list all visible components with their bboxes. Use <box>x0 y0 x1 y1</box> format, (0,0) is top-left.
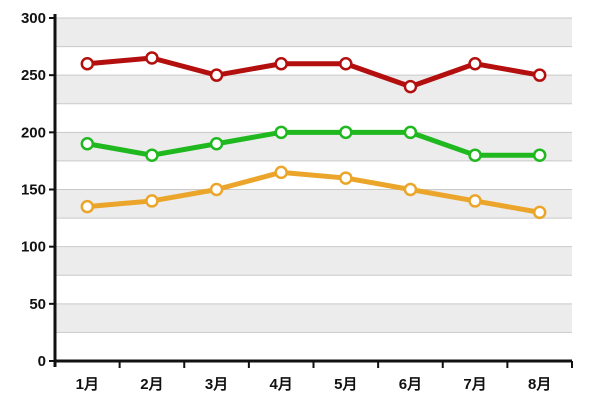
data-point <box>145 51 159 65</box>
data-point <box>80 199 95 214</box>
data-point <box>339 125 353 140</box>
y-tick-label: 50 <box>29 296 46 313</box>
data-point <box>532 205 547 220</box>
y-tick-label: 200 <box>21 124 46 141</box>
data-point <box>209 137 224 151</box>
x-tick-label: 4月 <box>270 376 293 393</box>
x-tick-label: 6月 <box>399 376 422 393</box>
y-axis-ticks: 0 50 100 150 200 250 300 <box>21 10 55 370</box>
x-tick-label: 5月 <box>334 376 357 393</box>
data-point <box>468 56 482 71</box>
data-point <box>274 165 288 180</box>
data-point <box>209 68 224 82</box>
series-line <box>84 55 543 90</box>
y-tick-label: 250 <box>21 67 46 84</box>
data-point <box>274 125 288 140</box>
y-tick-label: 0 <box>38 353 46 370</box>
data-point <box>145 148 159 162</box>
data-point <box>339 56 353 71</box>
data-point <box>145 194 159 208</box>
y-tick-label: 300 <box>21 10 46 27</box>
data-point <box>468 148 482 162</box>
x-tick-label: 2月 <box>140 376 163 393</box>
background-band <box>55 246 572 276</box>
data-point <box>403 79 418 94</box>
data-point <box>80 137 95 151</box>
data-point <box>532 148 547 162</box>
data-point <box>532 68 547 82</box>
y-tick-label: 150 <box>21 182 46 199</box>
grid-lines <box>55 17 572 333</box>
series-2 <box>80 125 547 162</box>
background-band <box>55 18 572 47</box>
series-3 <box>80 165 547 220</box>
plot-background-bands <box>55 18 572 333</box>
background-band <box>55 75 572 104</box>
x-tick-label: 7月 <box>463 376 486 393</box>
series-1 <box>80 51 547 94</box>
series-layer <box>80 51 547 220</box>
data-point <box>403 182 418 197</box>
data-point <box>468 194 482 208</box>
data-point <box>274 56 288 71</box>
background-band <box>55 303 572 333</box>
x-axis-ticks: 1月 2月 3月 4月 5月 6月 7月 8月 <box>76 361 573 393</box>
data-point <box>403 125 418 140</box>
x-tick-label: 3月 <box>205 376 228 393</box>
y-tick-label: 100 <box>21 239 46 256</box>
x-tick-label: 8月 <box>528 376 551 393</box>
data-point <box>80 56 95 71</box>
series-line <box>84 129 543 158</box>
series-line <box>84 169 543 215</box>
data-point <box>339 171 353 185</box>
x-tick-label: 1月 <box>76 376 99 393</box>
data-point <box>209 182 224 197</box>
